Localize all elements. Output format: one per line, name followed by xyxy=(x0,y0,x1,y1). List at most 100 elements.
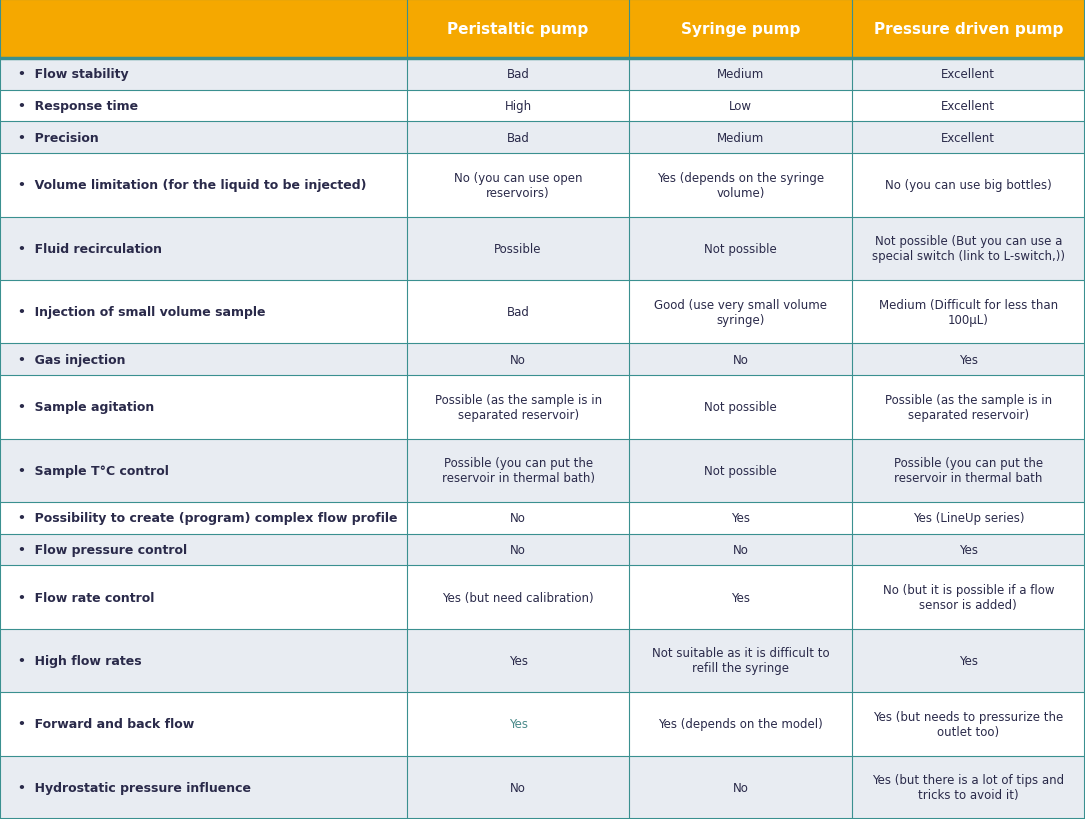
Text: Yes: Yes xyxy=(959,543,978,556)
Text: Low: Low xyxy=(729,100,752,113)
Text: •  Flow rate control: • Flow rate control xyxy=(18,590,154,604)
Text: Pressure driven pump: Pressure driven pump xyxy=(873,22,1063,37)
Bar xyxy=(852,281,1085,344)
Bar xyxy=(852,439,1085,502)
Text: Yes (LineUp series): Yes (LineUp series) xyxy=(912,512,1024,525)
Bar xyxy=(629,154,852,217)
Bar xyxy=(0,91,407,122)
Bar xyxy=(629,756,852,819)
Bar xyxy=(0,122,407,154)
Text: Medium: Medium xyxy=(717,68,764,81)
Bar xyxy=(852,344,1085,376)
Text: Not possible: Not possible xyxy=(704,464,777,477)
Bar xyxy=(407,281,629,344)
Bar xyxy=(629,566,852,629)
Text: Yes (but there is a lot of tips and
tricks to avoid it): Yes (but there is a lot of tips and tric… xyxy=(872,773,1064,801)
Bar xyxy=(407,154,629,217)
Text: Possible: Possible xyxy=(495,242,541,256)
Text: •  Forward and back flow: • Forward and back flow xyxy=(18,717,194,731)
Bar xyxy=(852,0,1085,59)
Bar xyxy=(0,756,407,819)
Bar xyxy=(629,281,852,344)
Bar xyxy=(0,376,407,439)
Bar xyxy=(629,91,852,122)
Text: Yes: Yes xyxy=(731,512,750,525)
Text: •  High flow rates: • High flow rates xyxy=(18,654,142,667)
Bar xyxy=(0,502,407,534)
Bar xyxy=(852,122,1085,154)
Bar xyxy=(852,534,1085,566)
Bar xyxy=(407,217,629,281)
Bar xyxy=(629,534,852,566)
Bar xyxy=(0,439,407,502)
Text: Yes (depends on the syringe
volume): Yes (depends on the syringe volume) xyxy=(656,172,825,200)
Text: High: High xyxy=(505,100,532,113)
Bar xyxy=(629,59,852,91)
Bar xyxy=(852,376,1085,439)
Bar xyxy=(407,566,629,629)
Text: Excellent: Excellent xyxy=(942,68,995,81)
Text: Not suitable as it is difficult to
refill the syringe: Not suitable as it is difficult to refil… xyxy=(652,647,829,675)
Text: Yes (but needs to pressurize the
outlet too): Yes (but needs to pressurize the outlet … xyxy=(873,710,1063,738)
Bar xyxy=(0,0,407,59)
Bar xyxy=(629,217,852,281)
Bar xyxy=(0,692,407,756)
Text: •  Gas injection: • Gas injection xyxy=(18,353,126,366)
Bar xyxy=(0,566,407,629)
Bar xyxy=(407,692,629,756)
Text: Possible (you can put the
reservoir in thermal bath): Possible (you can put the reservoir in t… xyxy=(442,457,595,485)
Text: •  Flow pressure control: • Flow pressure control xyxy=(18,543,187,556)
Text: Bad: Bad xyxy=(507,68,529,81)
Text: Yes: Yes xyxy=(731,590,750,604)
Bar xyxy=(0,217,407,281)
Bar xyxy=(852,629,1085,692)
Bar xyxy=(629,439,852,502)
Text: Peristaltic pump: Peristaltic pump xyxy=(447,22,589,37)
Text: •  Flow stability: • Flow stability xyxy=(18,68,129,81)
Text: Yes: Yes xyxy=(959,654,978,667)
Text: Not possible: Not possible xyxy=(704,242,777,256)
Bar xyxy=(629,629,852,692)
Text: Excellent: Excellent xyxy=(942,132,995,145)
Text: No (you can use open
reservoirs): No (you can use open reservoirs) xyxy=(454,172,583,200)
Text: •  Fluid recirculation: • Fluid recirculation xyxy=(18,242,162,256)
Text: Medium (Difficult for less than
100μL): Medium (Difficult for less than 100μL) xyxy=(879,298,1058,326)
Bar xyxy=(407,756,629,819)
Text: Possible (as the sample is in
separated reservoir): Possible (as the sample is in separated … xyxy=(884,393,1052,421)
Bar xyxy=(629,0,852,59)
Text: No: No xyxy=(732,543,749,556)
Text: No: No xyxy=(510,353,526,366)
Text: •  Precision: • Precision xyxy=(18,132,99,145)
Text: No: No xyxy=(510,543,526,556)
Bar xyxy=(0,59,407,91)
Bar xyxy=(0,154,407,217)
Text: Excellent: Excellent xyxy=(942,100,995,113)
Bar xyxy=(629,122,852,154)
Bar xyxy=(629,376,852,439)
Bar xyxy=(407,534,629,566)
Text: No (you can use big bottles): No (you can use big bottles) xyxy=(885,179,1051,192)
Bar xyxy=(0,344,407,376)
Bar xyxy=(852,59,1085,91)
Text: •  Sample agitation: • Sample agitation xyxy=(18,400,154,414)
Bar xyxy=(407,502,629,534)
Bar xyxy=(852,756,1085,819)
Bar xyxy=(407,91,629,122)
Bar xyxy=(852,154,1085,217)
Text: Syringe pump: Syringe pump xyxy=(680,22,801,37)
Text: No (but it is possible if a flow
sensor is added): No (but it is possible if a flow sensor … xyxy=(882,583,1055,611)
Bar xyxy=(407,629,629,692)
Bar xyxy=(852,502,1085,534)
Text: No: No xyxy=(510,781,526,794)
Text: Possible (you can put the
reservoir in thermal bath: Possible (you can put the reservoir in t… xyxy=(894,457,1043,485)
Text: Not possible (But you can use a
special switch (link to L-switch,)): Not possible (But you can use a special … xyxy=(872,235,1064,263)
Text: No: No xyxy=(732,353,749,366)
Bar xyxy=(852,91,1085,122)
Text: Medium: Medium xyxy=(717,132,764,145)
Bar xyxy=(407,0,629,59)
Text: •  Hydrostatic pressure influence: • Hydrostatic pressure influence xyxy=(18,781,251,794)
Text: •  Response time: • Response time xyxy=(18,100,138,113)
Bar xyxy=(629,692,852,756)
Text: Yes (depends on the model): Yes (depends on the model) xyxy=(659,717,822,731)
Text: Yes: Yes xyxy=(959,353,978,366)
